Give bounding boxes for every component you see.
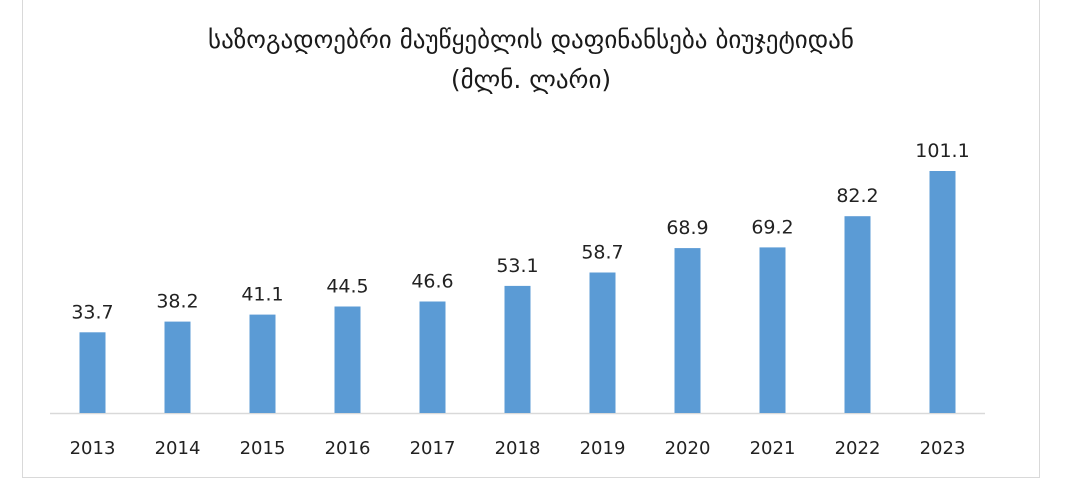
bar-2020 bbox=[674, 248, 701, 413]
x-tick-label-2013: 2013 bbox=[70, 438, 116, 459]
bar-2023 bbox=[929, 171, 956, 413]
x-tick-label-2018: 2018 bbox=[495, 438, 541, 459]
data-label-2019: 58.7 bbox=[581, 242, 623, 264]
bar-2017 bbox=[419, 301, 446, 413]
bar-2015 bbox=[249, 314, 276, 413]
bar-2019 bbox=[589, 272, 616, 413]
bar-2021 bbox=[759, 247, 786, 413]
chart-title-text: საზოგადოებრი მაუწყებლის დაფინანსება ბიუჯ… bbox=[208, 25, 854, 54]
data-label-2017: 46.6 bbox=[411, 271, 453, 293]
x-tick-label-2017: 2017 bbox=[410, 438, 456, 459]
bar-2022 bbox=[844, 216, 871, 413]
x-tick-label-2022: 2022 bbox=[835, 438, 881, 459]
x-tick-label-2021: 2021 bbox=[750, 438, 796, 459]
data-label-2014: 38.2 bbox=[156, 291, 198, 313]
x-tick-label-2016: 2016 bbox=[325, 438, 371, 459]
data-label-2020: 68.9 bbox=[666, 217, 708, 239]
data-label-2013: 33.7 bbox=[71, 301, 113, 323]
chart-subtitle-text: (მლნ. ლარი) bbox=[450, 65, 612, 94]
data-label-2016: 44.5 bbox=[326, 276, 368, 298]
bar-2014 bbox=[164, 321, 191, 413]
bar-2013 bbox=[79, 332, 106, 413]
x-tick-label-2020: 2020 bbox=[665, 438, 711, 459]
x-tick-label-2019: 2019 bbox=[580, 438, 626, 459]
x-tick-label-2014: 2014 bbox=[155, 438, 201, 459]
x-tick-label-2023: 2023 bbox=[920, 438, 966, 459]
chart-title: საზოგადოებრი მაუწყებლის დაფინანსება ბიუჯ… bbox=[22, 20, 1040, 100]
data-label-2023: 101.1 bbox=[915, 140, 969, 162]
bar-2018 bbox=[504, 285, 531, 413]
data-label-2015: 41.1 bbox=[241, 284, 283, 306]
x-tick-label-2015: 2015 bbox=[240, 438, 286, 459]
bar-2016 bbox=[334, 306, 361, 413]
data-label-2018: 53.1 bbox=[496, 255, 538, 277]
data-label-2022: 82.2 bbox=[836, 185, 878, 207]
data-label-2021: 69.2 bbox=[751, 216, 793, 238]
